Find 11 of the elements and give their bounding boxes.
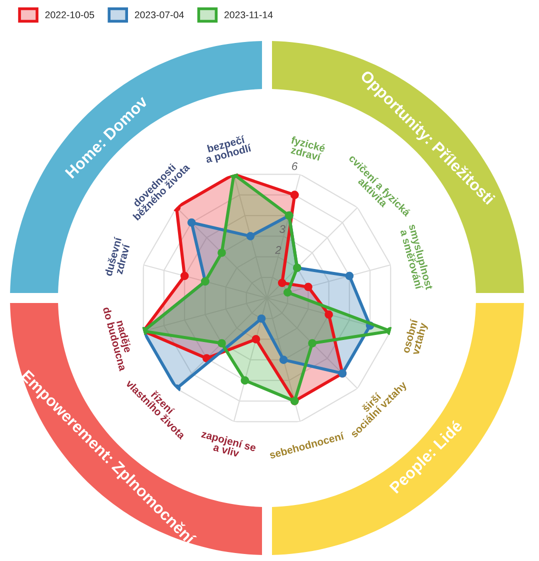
legend-label: 2023-07-04 xyxy=(134,11,184,18)
legend-label: 2023-11-14 xyxy=(224,11,273,18)
y-tick-label: 3 xyxy=(279,225,286,233)
y-tick-label: 2 xyxy=(275,246,282,254)
spoke-label: zapojení se a vliv xyxy=(200,430,257,458)
spoke-label: naděje do budoucna xyxy=(102,306,132,372)
legend-label: 2022-10-05 xyxy=(45,11,94,18)
spoke-label: fyzické zdraví xyxy=(290,136,326,162)
spoke-label: duševní zdraví xyxy=(104,236,130,276)
spoke-label: osobní vztahy xyxy=(402,318,429,356)
y-tick-label: 6 xyxy=(292,162,298,170)
